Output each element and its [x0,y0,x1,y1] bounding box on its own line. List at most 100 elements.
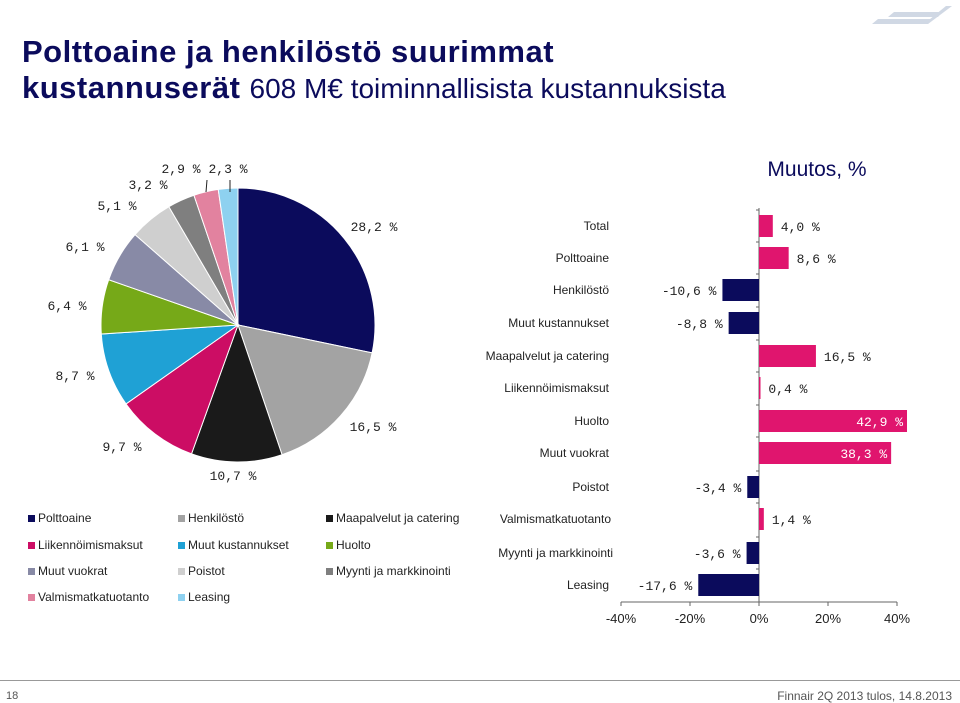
bar-x-tick-label: -40% [606,611,637,626]
pie-slice [125,323,240,455]
pie-data-label: 6,4 % [47,299,86,314]
bar-mark [759,215,773,237]
legend-label: Liikennöimismaksut [38,538,143,552]
legend-item: Myynti ja markkinointi [326,564,451,578]
legend-item: Henkilöstö [178,511,244,525]
legend-swatch [178,514,185,522]
legend-item: Muut vuokrat [28,564,107,578]
pie-data-label: 16,5 % [350,420,397,435]
pie-data-label: 6,1 % [65,240,104,255]
footer-divider [0,680,960,681]
legend-item: Huolto [326,538,371,552]
bar-data-label: 16,5 % [824,350,871,365]
pie-slice [217,187,239,326]
pie-data-label: 5,1 % [97,199,136,214]
bar-data-label: 1,4 % [772,513,811,528]
bar-category-label: Leasing [567,578,609,592]
legend-swatch [178,567,185,575]
legend-label: Myynti ja markkinointi [336,564,451,578]
bar-category-label: Valmismatkatuotanto [500,512,611,526]
slide-title: Polttoaine ja henkilöstö suurimmat kusta… [22,34,726,107]
bar-mark [746,542,759,564]
bar-mark [759,247,789,269]
bar-data-label: 42,9 % [856,415,903,430]
bar-chart-title: Muutos, % [767,158,866,181]
legend-item: Liikennöimismaksut [28,538,143,552]
finnair-logo-icon [872,6,952,24]
bar-x-tick-label: 0% [750,611,769,626]
legend-label: Huolto [336,538,371,552]
pie-data-label: 8,7 % [55,369,94,384]
bar-category-label: Poistot [572,480,609,494]
bar-data-label: -3,4 % [694,481,741,496]
bar-data-label: 8,6 % [797,252,836,267]
bar-mark [759,345,816,367]
pie-data-label: 10,7 % [210,469,257,484]
pie-leader-line [205,179,208,193]
bar-data-label: 0,4 % [768,382,807,397]
legend-swatch [178,593,185,601]
legend-label: Valmismatkatuotanto [38,590,150,604]
bar-category-label: Myynti ja markkinointi [498,546,613,560]
bar-mark [759,377,761,399]
legend-item: Leasing [178,590,230,604]
page-number: 18 [6,690,19,702]
bar-data-label: -10,6 % [662,284,717,299]
legend-item: Muut kustannukset [178,538,289,552]
pie-data-label: 28,2 % [351,220,398,235]
pie-data-label: 2,9 % [161,162,200,177]
bar-data-label: -3,6 % [694,547,741,562]
bar-category-label: Maapalvelut ja catering [486,349,609,363]
bar-x-tick-label: -20% [675,611,706,626]
pie-slice [237,187,376,354]
legend-label: Maapalvelut ja catering [336,511,460,525]
bar-mark [759,508,764,530]
legend-swatch [326,514,333,522]
bar-category-label: Polttoaine [556,251,610,265]
bar-data-label: 38,3 % [840,447,887,462]
legend-item: Valmismatkatuotanto [28,590,149,604]
footer-text: Finnair 2Q 2013 tulos, 14.8.2013 [777,689,952,703]
bar-category-label: Huolto [574,414,609,428]
bar-data-label: -17,6 % [638,579,693,594]
legend-swatch [28,567,35,575]
legend-label: Henkilöstö [188,511,245,525]
legend-label: Leasing [188,590,231,604]
legend-item: Maapalvelut ja catering [326,511,459,525]
bar-mark [698,574,759,596]
bar-x-tick-label: 40% [884,611,910,626]
legend-swatch [28,593,35,601]
legend-item: Poistot [178,564,225,578]
bar-category-label: Henkilöstö [553,283,609,297]
title-line2-bold: kustannuserät [22,70,241,105]
bar-data-label: -8,8 % [676,317,723,332]
bar-mark [759,442,892,464]
bar-x-tick-label: 20% [815,611,841,626]
legend-swatch [326,541,333,549]
legend-label: Poistot [188,564,225,578]
bar-data-label: 4,0 % [781,220,820,235]
bar-mark [722,279,759,301]
legend-swatch [326,567,333,575]
bar-mark [747,476,759,498]
pie-slice [190,323,283,463]
pie-data-label: 9,7 % [102,440,141,455]
legend-item: Polttoaine [28,511,91,525]
legend-label: Muut vuokrat [38,564,108,578]
bar-category-label: Muut kustannukset [508,316,609,330]
legend-label: Polttoaine [38,511,92,525]
bar-mark [759,410,908,432]
bar-category-label: Muut vuokrat [540,446,610,460]
title-line1: Polttoaine ja henkilöstö suurimmat [22,34,555,69]
bar-category-label: Total [584,219,609,233]
legend-swatch [28,514,35,522]
pie-data-label: 2,3 % [208,162,247,177]
bar-mark [728,312,759,334]
bar-category-label: Liikennöimismaksut [504,381,609,395]
legend-swatch [178,541,185,549]
legend-swatch [28,541,35,549]
pie-data-label: 3,2 % [128,178,167,193]
